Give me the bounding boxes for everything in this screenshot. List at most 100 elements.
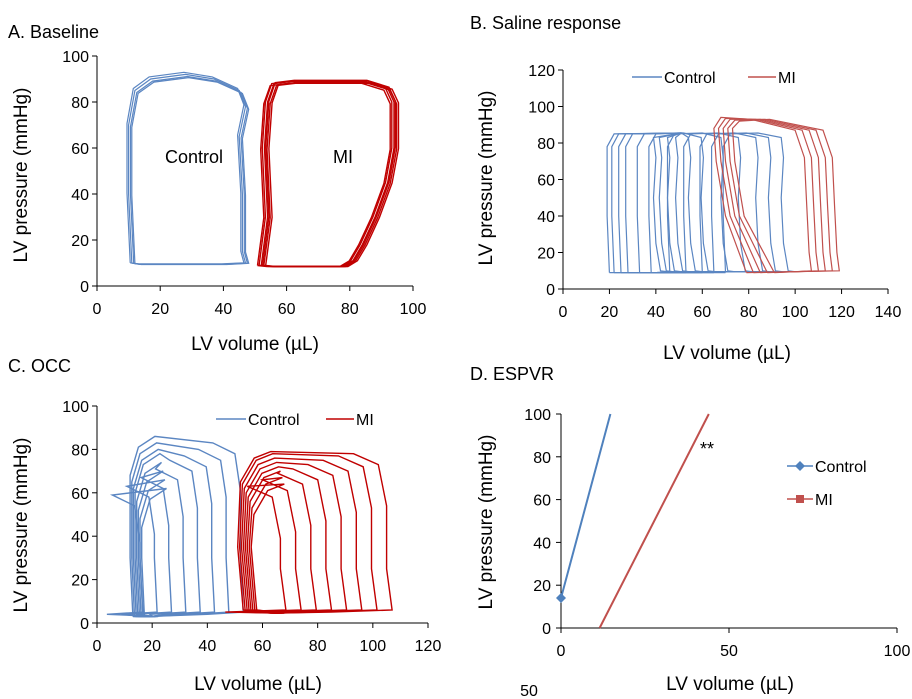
panel-c-control-loop: [131, 442, 230, 618]
panel-c-legend-mi: MI: [356, 412, 374, 429]
panel-c-control-loop: [129, 435, 244, 618]
panel-b-x-tick-label: 120: [828, 304, 855, 321]
panel-b-x-tick-label: 0: [559, 304, 568, 321]
panel-d-xlabel: LV volume (µL): [666, 674, 794, 695]
panel-d-mi-line: [598, 413, 710, 629]
panel-d-title: D. ESPVR: [470, 364, 554, 384]
panel-c-y-tick-label: 80: [71, 442, 89, 459]
panel-d-y-tick-label: 60: [533, 493, 551, 510]
panel-d-y-tick-label: 0: [542, 621, 551, 638]
panel-a-y-tick-label: 100: [62, 49, 89, 66]
panel-b-x-tick-label: 40: [647, 304, 665, 321]
panel-a-xlabel: LV volume (µL): [191, 334, 319, 355]
panel-c-mi-loop: [246, 470, 318, 614]
panel-d-control-point: [556, 593, 566, 604]
panel-a-control-loop: [129, 75, 249, 265]
panel-a-y-tick-label: 0: [80, 279, 89, 296]
panel-b-ylabel: LV pressure (mmHg): [476, 91, 497, 266]
panel-a-x-tick-label: 100: [400, 301, 427, 318]
panel-b-y-tick-label: 20: [537, 246, 555, 263]
panel-c-x-tick-label: 80: [309, 638, 327, 655]
panel-b-title: B. Saline response: [470, 13, 621, 33]
panel-b-y-tick-label: 60: [537, 173, 555, 190]
panel-c-title: C. OCC: [8, 356, 71, 376]
panel-b-y-tick-label: 120: [528, 63, 555, 80]
panel-b-y-tick-label: 0: [546, 282, 555, 299]
panel-c-x-tick-label: 20: [143, 638, 161, 655]
panel-a-mi-loop: [261, 79, 396, 268]
panel-b-x-tick-label: 140: [875, 304, 902, 321]
panel-a-ylabel: LV pressure (mmHg): [11, 88, 32, 263]
panel-c-legend-control: Control: [248, 412, 300, 429]
panel-a-x-tick-label: 20: [151, 301, 169, 318]
panel-c-y-tick-label: 20: [71, 573, 89, 590]
panel-d-y-tick-label: 40: [533, 535, 551, 552]
panel-d-x-tick-label: 0: [557, 643, 566, 660]
panel-c-control-loop: [134, 452, 201, 618]
panel-b-legend-mi: MI: [778, 70, 796, 87]
panel-b-x-tick-label: 20: [601, 304, 619, 321]
panel-a-control-label: Control: [165, 147, 223, 167]
panel-a-y-tick-label: 60: [71, 141, 89, 158]
panel-c-x-tick-label: 120: [415, 638, 442, 655]
panel-d-ylabel: LV pressure (mmHg): [476, 435, 497, 610]
panel-b-mi-loop: [731, 118, 840, 274]
panel-c-ylabel: LV pressure (mmHg): [11, 438, 32, 613]
panel-c-x-tick-label: 0: [93, 638, 102, 655]
panel-b-control-loop: [648, 132, 726, 274]
panel-b-y-tick-label: 40: [537, 209, 555, 226]
panel-a-y-tick-label: 80: [71, 95, 89, 112]
panel-c-control-loop: [136, 461, 187, 618]
panel-c-x-tick-label: 60: [254, 638, 272, 655]
panel-a-control-loop: [128, 73, 247, 265]
panel-d-y-tick-label: 80: [533, 450, 551, 467]
panel-b-y-tick-label: 80: [537, 136, 555, 153]
panel-d-legend-mi: MI: [815, 492, 833, 509]
panel-c-y-tick-label: 0: [80, 616, 89, 633]
panel-d-y-tick-label: 20: [533, 578, 551, 595]
panel-c-occ: C. OCC LV pressure (mmHg) LV volume (µL)…: [8, 356, 441, 695]
footer-number: 50: [520, 683, 538, 699]
panel-c-x-tick-label: 100: [359, 638, 386, 655]
panel-d-espvr: D. ESPVR LV pressure (mmHg) LV volume (µ…: [470, 364, 910, 695]
panel-d-legend-control-marker: [795, 461, 805, 471]
panel-c-y-tick-label: 40: [71, 529, 89, 546]
panel-b-control-loop: [618, 132, 726, 274]
panel-c-mi-loop: [244, 466, 333, 614]
panel-d-legend-control: Control: [815, 459, 867, 476]
panel-b-control-loop: [625, 132, 726, 274]
panel-d-x-tick-label: 100: [884, 643, 911, 660]
panel-a-mi-loop: [260, 80, 395, 268]
panel-a-y-tick-label: 20: [71, 233, 89, 250]
panel-c-control-loop: [106, 487, 167, 618]
panel-c-y-tick-label: 100: [62, 399, 89, 416]
panel-b-xlabel: LV volume (µL): [663, 343, 791, 364]
panel-b-x-tick-label: 100: [782, 304, 809, 321]
panel-b-y-tick-label: 100: [528, 100, 555, 117]
panel-c-control-loop: [132, 448, 216, 618]
panel-a-baseline: A. Baseline LV pressure (mmHg) LV volume…: [8, 22, 426, 355]
panel-b-control-loop: [606, 132, 726, 274]
panel-a-mi-loop: [265, 81, 400, 268]
panel-a-mi-label: MI: [333, 147, 353, 167]
panel-c-xlabel: LV volume (µL): [194, 674, 322, 695]
panel-b-legend-control: Control: [664, 70, 716, 87]
panel-b-x-tick-label: 80: [740, 304, 758, 321]
panel-c-x-tick-label: 40: [198, 638, 216, 655]
panel-a-y-tick-label: 40: [71, 187, 89, 204]
panel-a-control-loop: [126, 71, 245, 265]
panel-a-title: A. Baseline: [8, 22, 99, 42]
panel-d-y-tick-label: 100: [524, 407, 551, 424]
panel-a-x-tick-label: 80: [341, 301, 359, 318]
panel-a-x-tick-label: 40: [215, 301, 233, 318]
panel-c-y-tick-label: 60: [71, 486, 89, 503]
panel-a-mi-loop: [263, 82, 398, 268]
panel-b-x-tick-label: 60: [693, 304, 711, 321]
panel-c-mi-loop: [225, 483, 287, 614]
panel-d-significance: **: [700, 439, 714, 459]
panel-a-control-loop: [131, 76, 250, 266]
panel-a-mi-loop: [256, 82, 391, 268]
panel-b-saline-response: B. Saline response LV pressure (mmHg) LV…: [470, 13, 901, 364]
panel-d-legend-mi-marker: [796, 495, 804, 503]
